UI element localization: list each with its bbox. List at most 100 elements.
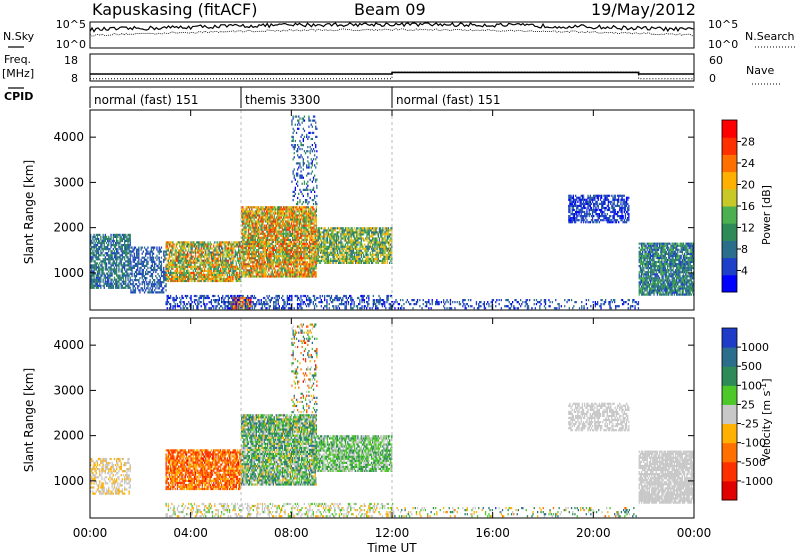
- data-cell: [281, 240, 284, 243]
- data-cell: [331, 241, 333, 244]
- data-cell: [286, 208, 288, 211]
- data-cell: [113, 260, 116, 263]
- data-cell: [353, 235, 356, 238]
- data-cell: [360, 245, 362, 248]
- data-cell: [208, 271, 210, 274]
- data-cell: [225, 261, 227, 264]
- data-cell: [314, 275, 316, 278]
- data-cell: [282, 230, 285, 233]
- data-cell: [263, 273, 265, 276]
- data-cell: [253, 218, 255, 221]
- data-cell: [298, 246, 301, 250]
- data-cell: [267, 234, 269, 237]
- data-cell: [207, 259, 209, 262]
- data-cell: [310, 216, 312, 219]
- data-cell: [265, 273, 268, 276]
- data-cell: [314, 259, 316, 262]
- data-cell: [143, 260, 146, 263]
- data-cell: [97, 284, 100, 287]
- data-cell: [110, 256, 112, 259]
- data-cell: [340, 249, 342, 252]
- data-cell: [109, 272, 111, 275]
- data-cell: [129, 268, 131, 271]
- data-cell: [370, 233, 373, 236]
- data-cell: [304, 220, 306, 223]
- data-cell: [143, 281, 146, 284]
- data-cell: [232, 253, 234, 256]
- data-cell: [295, 220, 297, 223]
- data-cell: [278, 251, 280, 254]
- data-cell: [165, 271, 167, 274]
- data-cell: [245, 228, 247, 231]
- data-cell: [340, 239, 342, 242]
- data-cell: [288, 222, 290, 225]
- data-cell: [208, 261, 210, 264]
- data-cell: [261, 214, 263, 217]
- data-cell: [223, 277, 225, 281]
- data-cell: [287, 255, 289, 258]
- data-cell: [325, 257, 327, 260]
- data-cell: [253, 234, 255, 237]
- data-cell: [313, 218, 315, 221]
- data-cell: [207, 249, 209, 252]
- data-cell: [294, 220, 296, 223]
- data-cell: [104, 276, 106, 279]
- data-cell: [197, 271, 199, 274]
- data-cell: [253, 257, 255, 260]
- data-cell: [173, 259, 175, 262]
- data-cell: [347, 259, 349, 262]
- data-cell: [227, 271, 230, 274]
- data-cell: [128, 262, 130, 265]
- data-cell: [285, 242, 287, 245]
- data-cell: [303, 206, 305, 209]
- data-cell: [333, 251, 335, 254]
- data-cell: [270, 242, 272, 245]
- data-cell: [104, 252, 106, 255]
- data-cell: [263, 236, 265, 239]
- data-cell: [125, 260, 127, 263]
- data-cell: [128, 239, 130, 243]
- data-cell: [376, 239, 378, 242]
- data-cell: [297, 269, 299, 272]
- data-cell: [307, 234, 310, 237]
- data-cell: [135, 272, 138, 276]
- data-cell: [116, 252, 118, 255]
- data-cell: [271, 206, 273, 209]
- data-cell: [133, 256, 135, 259]
- data-cell: [226, 263, 228, 266]
- data-cell: [253, 251, 255, 254]
- data-cell: [254, 267, 256, 270]
- data-cell: [317, 247, 319, 250]
- data-cell: [130, 283, 132, 286]
- data-cell: [105, 248, 108, 251]
- data-cell: [373, 241, 375, 244]
- data-cell: [105, 252, 108, 255]
- data-cell: [119, 276, 121, 279]
- data-cell: [99, 246, 101, 249]
- data-cell: [188, 245, 190, 248]
- data-cell: [264, 242, 267, 245]
- data-cell: [316, 253, 318, 256]
- data-cell: [179, 259, 181, 262]
- data-cell: [299, 210, 302, 213]
- data-cell: [190, 249, 192, 252]
- data-cell: [103, 241, 105, 245]
- data-cell: [254, 242, 256, 245]
- data-cell: [127, 284, 129, 287]
- data-cell: [141, 246, 143, 249]
- data-cell: [269, 259, 271, 262]
- data-cell: [143, 277, 146, 280]
- data-cell: [280, 212, 282, 215]
- data-cell: [305, 257, 307, 260]
- data-cell: [253, 265, 255, 268]
- data-cell: [265, 208, 268, 211]
- data-cell: [152, 252, 155, 255]
- data-cell: [108, 278, 110, 281]
- data-cell: [295, 224, 297, 227]
- data-cell: [245, 232, 247, 235]
- data-cell: [198, 249, 200, 252]
- data-cell: [294, 210, 296, 213]
- data-cell: [159, 264, 161, 267]
- data-cell: [208, 273, 210, 276]
- data-cell: [335, 237, 338, 240]
